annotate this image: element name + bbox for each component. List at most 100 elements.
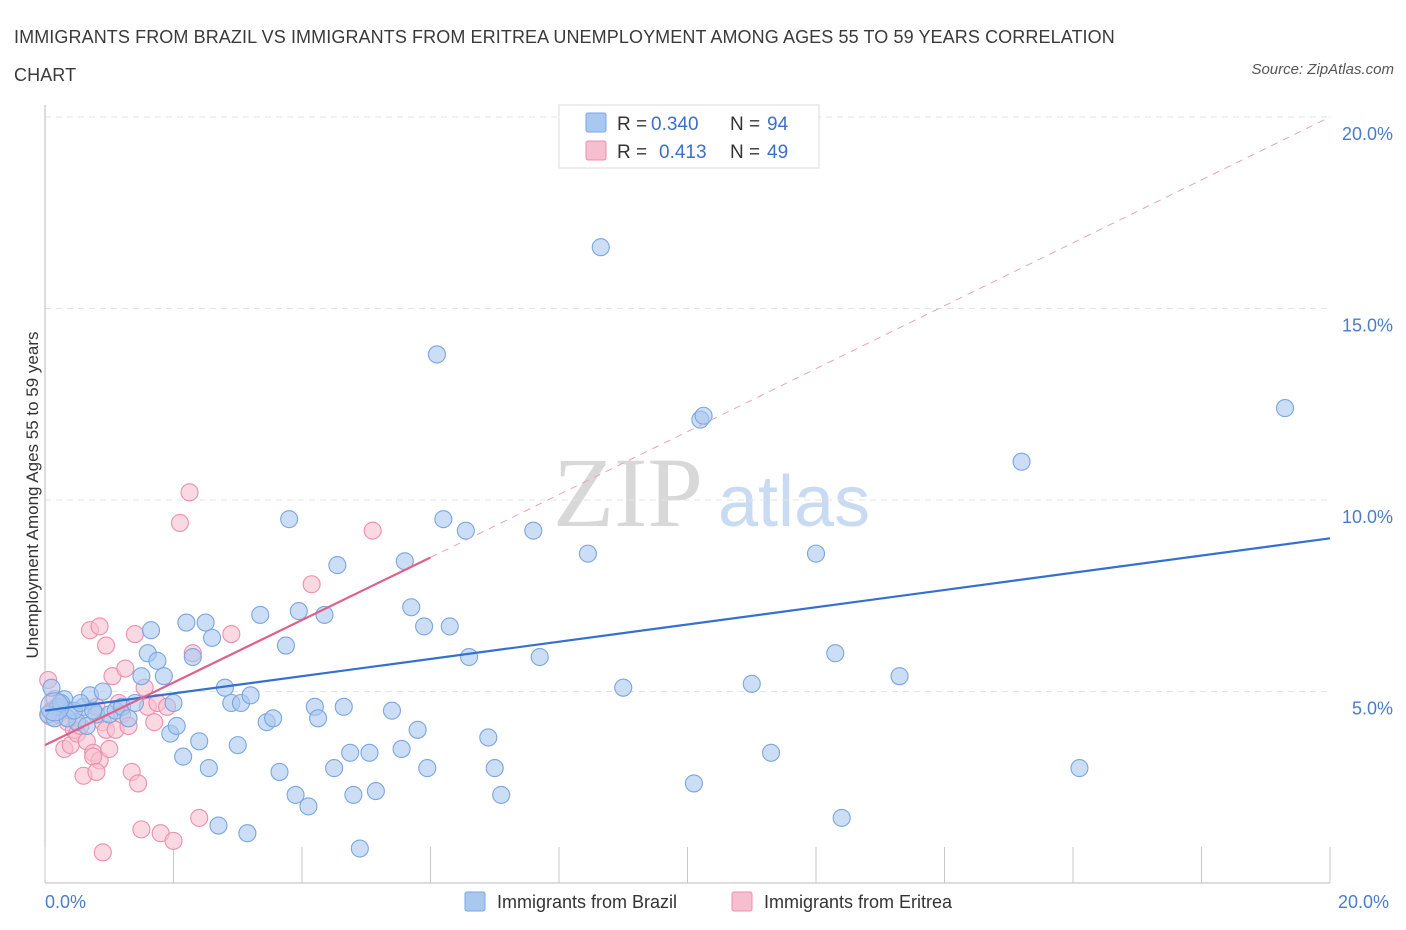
y-tick-label: 5.0% <box>1352 699 1393 719</box>
x-tick-label-min: 0.0% <box>45 892 86 912</box>
data-point <box>125 624 144 644</box>
data-point <box>392 739 411 759</box>
data-point <box>360 743 379 762</box>
data-point <box>826 644 845 663</box>
data-point <box>170 513 189 533</box>
y-axis-label: Unemployment Among Ages 55 to 59 years <box>23 332 42 659</box>
data-point <box>280 510 299 529</box>
data-point <box>154 667 173 686</box>
data-point <box>93 682 112 701</box>
trend-lines <box>44 116 1331 747</box>
y-tick-label: 20.0% <box>1342 124 1393 144</box>
data-point <box>90 617 109 636</box>
legend-r-label-brazil: R = <box>617 114 647 135</box>
data-point <box>93 843 112 862</box>
bottom-legend-swatch-eritrea <box>731 891 753 912</box>
data-point <box>742 674 761 693</box>
data-point <box>190 732 209 751</box>
data-point <box>309 709 328 728</box>
data-point <box>199 759 218 778</box>
data-point <box>251 605 270 624</box>
x-tick-label-max: 20.0% <box>1338 892 1389 912</box>
data-point <box>1275 399 1295 418</box>
data-point <box>164 693 183 713</box>
data-point <box>238 824 257 843</box>
data-point <box>456 521 475 540</box>
data-point <box>302 575 321 594</box>
legend-r-value-eritrea: 0.413 <box>659 142 707 163</box>
data-point <box>530 647 549 667</box>
data-point <box>209 816 228 835</box>
correlation-legend: R = 0.340 N = 94 R = 0.413 N = 49 <box>558 104 820 169</box>
data-point <box>334 697 353 716</box>
data-point <box>459 647 479 667</box>
data-point <box>145 713 164 732</box>
data-point <box>832 808 851 827</box>
y-tick-label: 15.0% <box>1342 316 1393 336</box>
data-point <box>328 556 347 575</box>
data-point <box>116 659 135 678</box>
data-point <box>196 613 215 632</box>
series-legend: Immigrants from Brazil Immigrants from E… <box>464 891 953 912</box>
data-point <box>578 544 597 563</box>
data-point <box>96 636 116 655</box>
data-point <box>132 667 151 686</box>
data-point <box>761 743 781 762</box>
legend-swatch-eritrea <box>585 140 607 161</box>
data-point <box>344 785 363 804</box>
data-point <box>325 759 344 778</box>
data-point <box>276 636 295 655</box>
data-point <box>180 483 199 502</box>
y-tick-label: 10.0% <box>1342 507 1393 527</box>
legend-n-label-eritrea: N = <box>730 142 760 163</box>
legend-r-value-brazil: 0.340 <box>651 114 699 135</box>
y-tick-labels: 5.0% 10.0% 15.0% 20.0% <box>1342 124 1393 719</box>
chart-source: Source: ZipAtlas.com <box>1251 61 1394 78</box>
bottom-legend-swatch-brazil <box>464 891 486 912</box>
data-point <box>479 728 498 747</box>
data-point <box>591 238 610 257</box>
data-point <box>100 739 119 759</box>
data-point <box>299 797 318 816</box>
watermark-atlas: atlas <box>718 462 870 542</box>
axes <box>44 105 1331 884</box>
legend-n-label-brazil: N = <box>730 114 760 135</box>
data-point <box>363 521 382 540</box>
gridlines <box>45 116 1330 692</box>
data-point <box>177 613 196 632</box>
data-point <box>806 544 826 563</box>
data-point <box>286 785 305 804</box>
data-point <box>427 345 446 364</box>
data-point <box>524 521 543 540</box>
data-point <box>228 736 247 755</box>
data-point <box>270 762 289 781</box>
data-point <box>402 598 421 617</box>
data-point <box>350 839 369 858</box>
data-point <box>684 774 703 793</box>
data-point <box>408 720 427 739</box>
data-point <box>694 406 713 425</box>
data-point <box>382 701 402 720</box>
data-point <box>141 621 161 640</box>
legend-n-value-eritrea: 49 <box>767 142 788 163</box>
data-point <box>174 747 193 766</box>
data-point <box>222 624 241 644</box>
legend-r-label-eritrea: R = <box>617 142 647 163</box>
data-point <box>418 759 437 778</box>
data-point <box>84 701 103 720</box>
data-point <box>132 820 151 839</box>
data-point <box>84 747 103 766</box>
data-point <box>1070 759 1089 778</box>
data-point <box>415 617 434 636</box>
chart-title: IMMIGRANTS FROM BRAZIL VS IMMIGRANTS FRO… <box>14 27 1115 85</box>
data-point-cluster <box>40 692 70 722</box>
data-point <box>485 759 504 778</box>
data-point <box>129 774 148 793</box>
data-point <box>164 831 183 850</box>
data-point <box>87 762 106 781</box>
data-point <box>890 667 909 686</box>
legend-n-value-brazil: 94 <box>767 114 789 135</box>
data-point <box>148 651 167 670</box>
data-point <box>614 678 633 697</box>
